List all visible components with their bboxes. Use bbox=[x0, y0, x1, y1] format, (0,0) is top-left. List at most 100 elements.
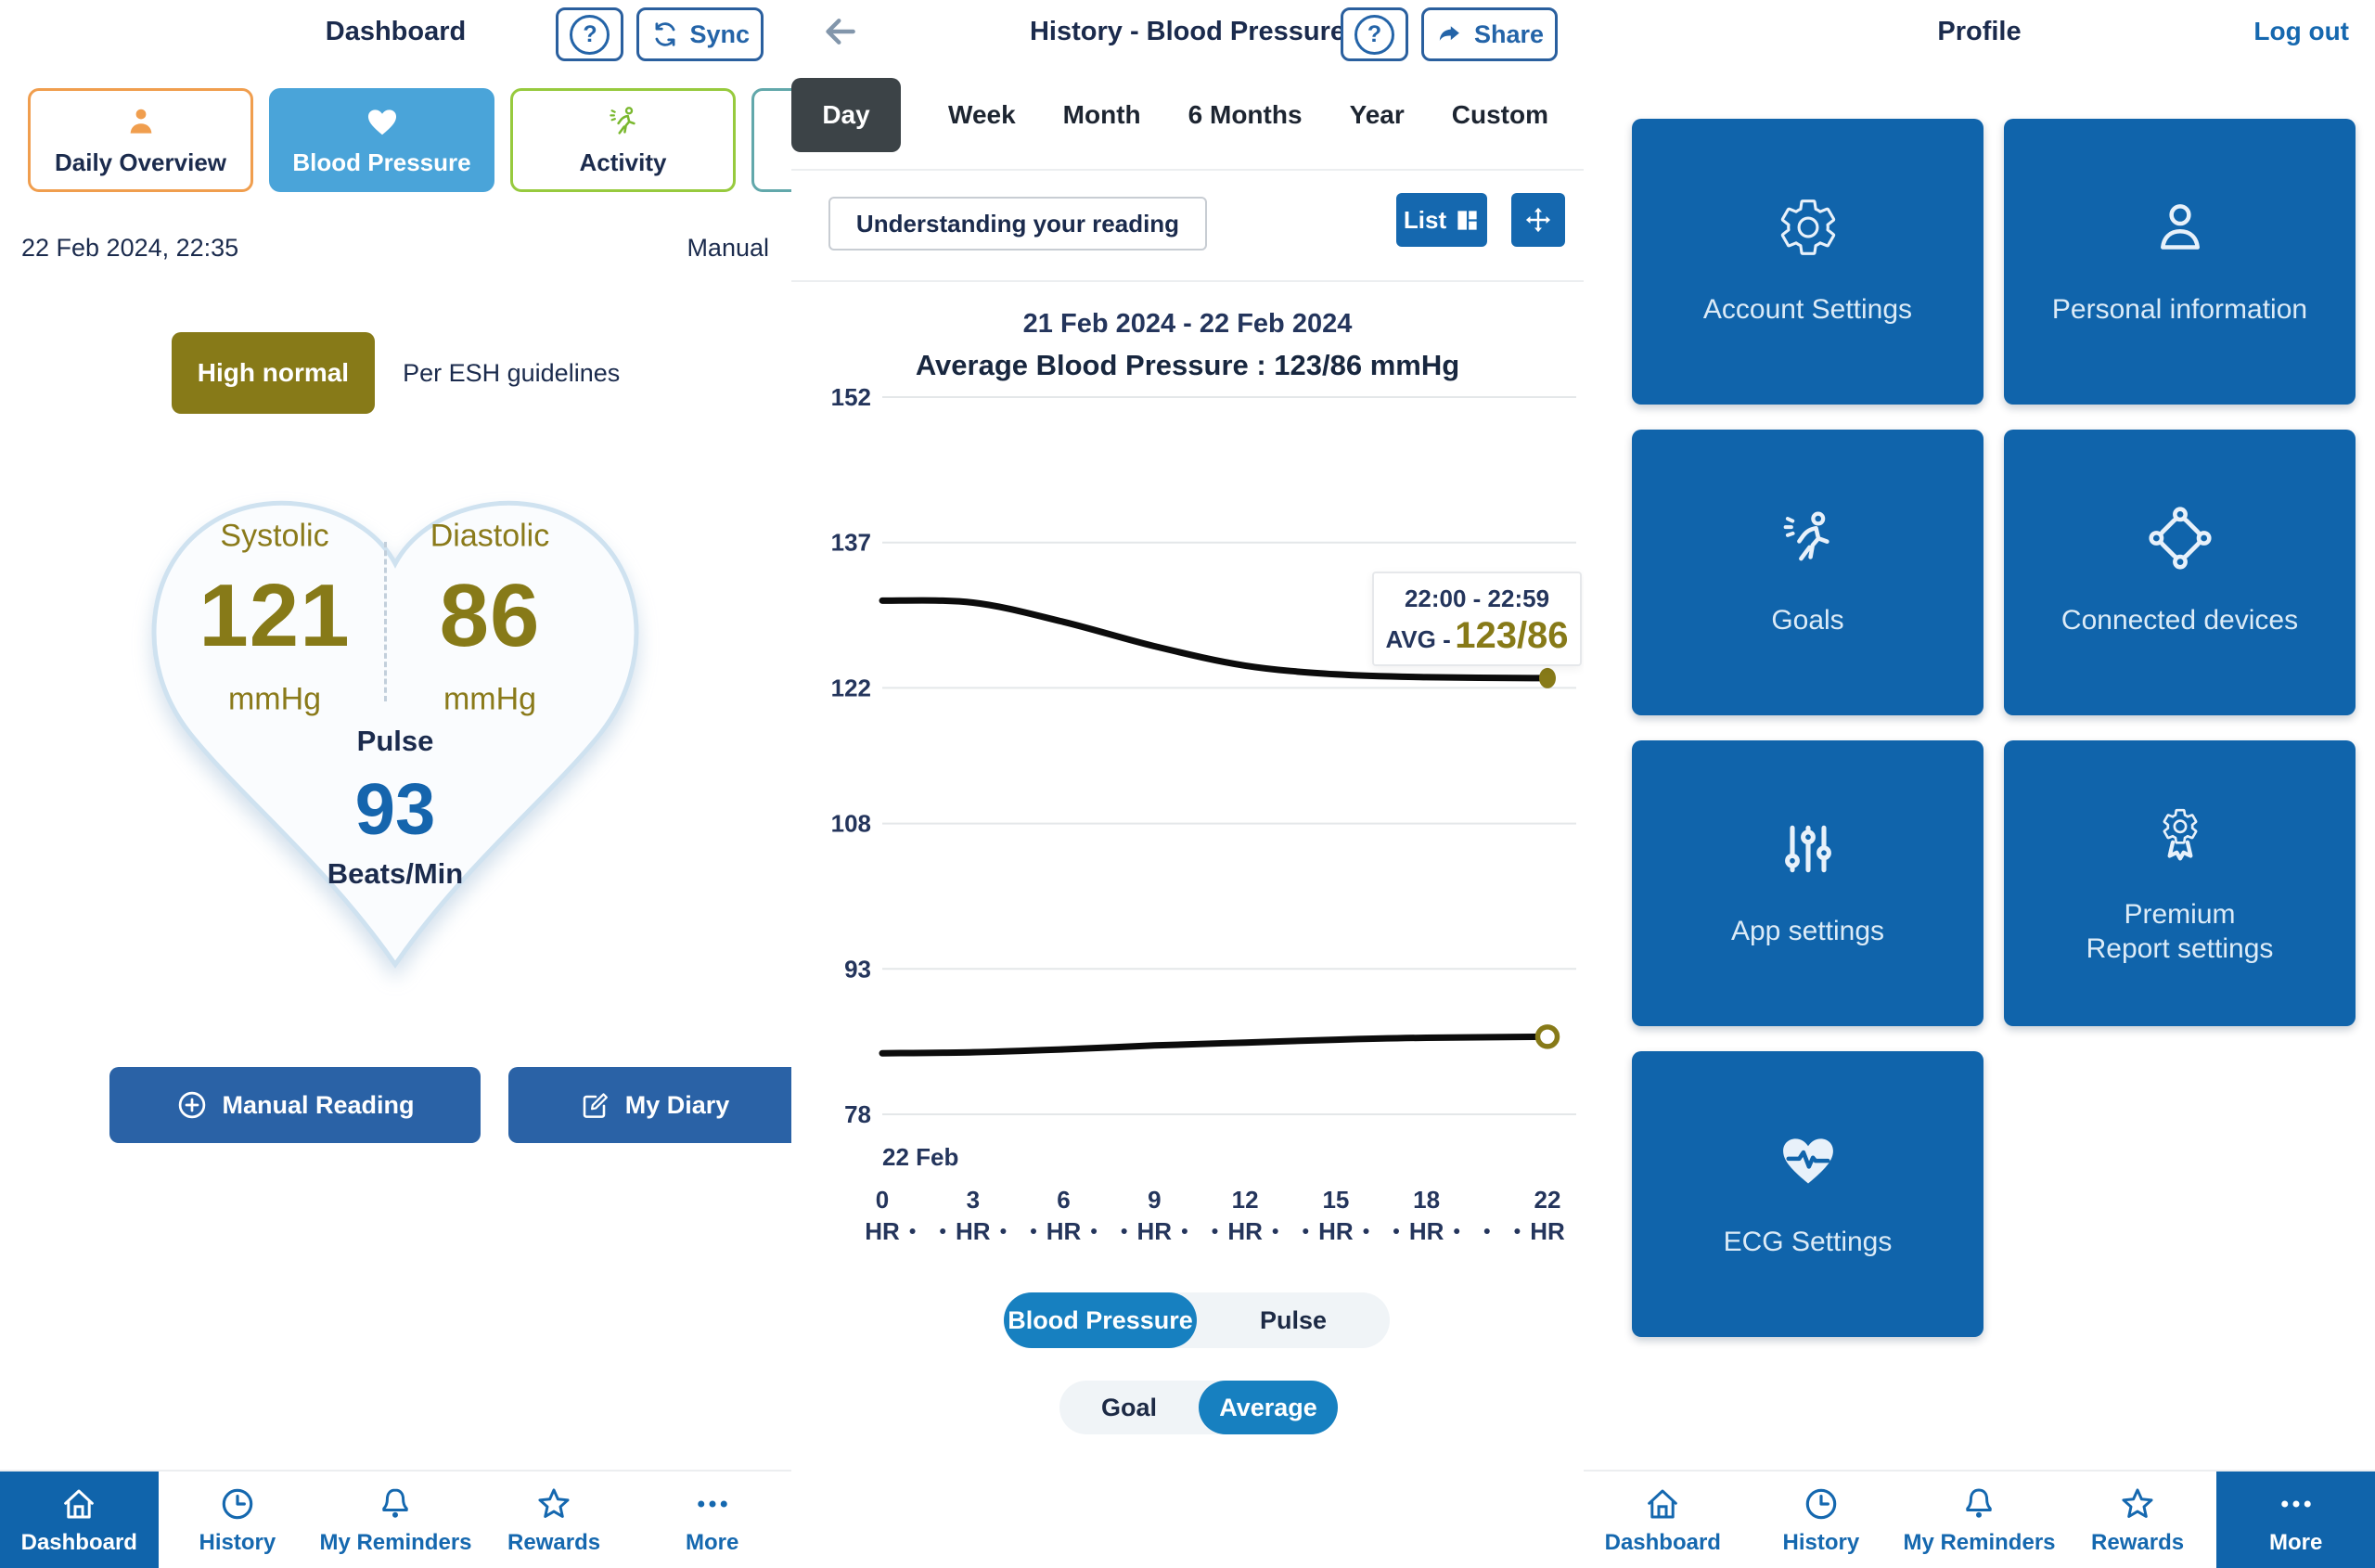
bell-icon bbox=[376, 1484, 415, 1523]
svg-text:3: 3 bbox=[967, 1186, 980, 1214]
nav-rewards[interactable]: Rewards bbox=[475, 1472, 634, 1568]
diastolic-unit: mmHg bbox=[443, 681, 537, 717]
range-tab-year[interactable]: Year bbox=[1349, 100, 1405, 129]
tile-account-settings[interactable]: Account Settings bbox=[1632, 119, 1983, 405]
range-tab-6months[interactable]: 6 Months bbox=[1188, 100, 1303, 129]
list-button-label: List bbox=[1403, 205, 1447, 234]
svg-text:HR: HR bbox=[1046, 1217, 1082, 1245]
svg-text:HR: HR bbox=[956, 1217, 991, 1245]
nav-more[interactable]: More bbox=[2216, 1472, 2375, 1568]
reading-datetime: 22 Feb 2024, 22:35 bbox=[21, 234, 239, 262]
nav-my-reminders[interactable]: My Reminders bbox=[1900, 1472, 2059, 1568]
svg-text:22: 22 bbox=[1534, 1186, 1561, 1214]
heart-icon bbox=[365, 104, 400, 139]
svg-text:93: 93 bbox=[844, 955, 871, 983]
divider bbox=[791, 169, 1584, 171]
svg-text:22 Feb: 22 Feb bbox=[882, 1143, 958, 1171]
toggle-average[interactable]: Average bbox=[1199, 1381, 1338, 1434]
page-title: Profile bbox=[1937, 17, 2022, 46]
svg-text:12: 12 bbox=[1232, 1186, 1259, 1214]
list-view-button[interactable]: List bbox=[1396, 193, 1487, 247]
dashboard-header-buttons: ? Sync bbox=[556, 7, 764, 61]
nav-dashboard[interactable]: Dashboard bbox=[0, 1472, 159, 1568]
tooltip-avg-label: AVG - bbox=[1385, 625, 1451, 653]
question-mark-icon: ? bbox=[570, 14, 610, 55]
pan-move-button[interactable] bbox=[1511, 193, 1565, 247]
help-button[interactable]: ? bbox=[556, 7, 624, 61]
pulse-unit: Beats/Min bbox=[327, 857, 464, 890]
ecg-heart-icon bbox=[1777, 1128, 1840, 1191]
nav-rewards[interactable]: Rewards bbox=[2059, 1472, 2217, 1568]
bell-icon bbox=[1959, 1484, 1998, 1523]
share-button-label: Share bbox=[1473, 19, 1544, 48]
gear-icon bbox=[1777, 196, 1840, 259]
star-icon bbox=[2118, 1484, 2157, 1523]
svg-text:152: 152 bbox=[831, 383, 871, 411]
svg-text:HR: HR bbox=[1409, 1217, 1444, 1245]
svg-text:18: 18 bbox=[1413, 1186, 1440, 1214]
svg-text:HR: HR bbox=[1318, 1217, 1354, 1245]
understanding-your-reading-button[interactable]: Understanding your reading bbox=[828, 197, 1207, 251]
svg-text:HR: HR bbox=[1227, 1217, 1263, 1245]
tile-ecg-settings[interactable]: ECG Settings bbox=[1632, 1051, 1983, 1337]
blood-pressure-heart-card: Systolic Diastolic 121 86 mmHg mmHg Puls… bbox=[126, 475, 664, 1004]
series-toggle: Blood Pressure Pulse bbox=[1004, 1292, 1390, 1348]
nav-history[interactable]: History bbox=[159, 1472, 317, 1568]
nav-history[interactable]: History bbox=[1742, 1472, 1901, 1568]
svg-text:108: 108 bbox=[831, 810, 871, 838]
sync-button[interactable]: Sync bbox=[636, 7, 764, 61]
tooltip-time-range: 22:00 - 22:59 bbox=[1404, 585, 1550, 612]
clock-icon bbox=[218, 1484, 257, 1523]
log-out-link[interactable]: Log out bbox=[2253, 17, 2349, 45]
tab-daily-overview[interactable]: Daily Overview bbox=[28, 88, 253, 192]
range-tab-week[interactable]: Week bbox=[948, 100, 1016, 129]
tile-premium-report-settings[interactable]: Premium Report settings bbox=[2004, 740, 2356, 1026]
nav-more[interactable]: More bbox=[633, 1472, 791, 1568]
toggle-pulse[interactable]: Pulse bbox=[1259, 1305, 1328, 1334]
range-tab-day[interactable]: Day bbox=[791, 78, 901, 152]
history-header-buttons: ? Share bbox=[1340, 7, 1558, 61]
chart-tooltip: 22:00 - 22:59 AVG - 123/86 bbox=[1372, 572, 1582, 666]
systolic-value: 121 bbox=[199, 566, 351, 665]
tile-personal-information[interactable]: Personal information bbox=[2004, 119, 2356, 405]
nav-dashboard[interactable]: Dashboard bbox=[1584, 1472, 1742, 1568]
tile-connected-devices[interactable]: Connected devices bbox=[2004, 430, 2356, 715]
profile-tiles: Account Settings Personal information Go… bbox=[1632, 119, 2356, 1337]
tab-activity[interactable]: Activity bbox=[510, 88, 736, 192]
tile-goals[interactable]: Goals bbox=[1632, 430, 1983, 715]
diastolic-label: Diastolic bbox=[430, 518, 550, 554]
svg-text:9: 9 bbox=[1148, 1186, 1161, 1214]
sliders-icon bbox=[1777, 817, 1840, 880]
tab-blood-pressure[interactable]: Blood Pressure bbox=[269, 88, 494, 192]
home-icon bbox=[1643, 1484, 1682, 1523]
manual-reading-button[interactable]: Manual Reading bbox=[109, 1067, 481, 1143]
action-buttons: Manual Reading My Diary bbox=[109, 1067, 791, 1143]
diastolic-value: 86 bbox=[439, 566, 541, 665]
edit-icon bbox=[579, 1088, 612, 1122]
home-icon bbox=[59, 1484, 98, 1523]
range-tab-month[interactable]: Month bbox=[1062, 100, 1141, 129]
ellipsis-icon bbox=[693, 1484, 732, 1523]
ellipsis-icon bbox=[2277, 1484, 2316, 1523]
person-icon bbox=[123, 104, 159, 139]
share-icon bbox=[1435, 19, 1465, 49]
history-panel: History - Blood Pressure ? Share Day Wee… bbox=[791, 0, 1584, 1568]
svg-text:HR: HR bbox=[1530, 1217, 1565, 1245]
question-mark-icon: ? bbox=[1354, 14, 1394, 55]
reading-source: Manual bbox=[687, 234, 769, 262]
runner-icon bbox=[1777, 507, 1840, 570]
nav-my-reminders[interactable]: My Reminders bbox=[316, 1472, 475, 1568]
my-diary-button[interactable]: My Diary bbox=[508, 1067, 791, 1143]
tile-app-settings[interactable]: App settings bbox=[1632, 740, 1983, 1026]
range-tab-custom[interactable]: Custom bbox=[1451, 100, 1548, 129]
overlay-toggle: Goal Average bbox=[1059, 1381, 1338, 1434]
pulse-label: Pulse bbox=[356, 725, 434, 757]
help-button[interactable]: ? bbox=[1340, 7, 1408, 61]
toggle-goal[interactable]: Goal bbox=[1100, 1393, 1157, 1421]
share-button[interactable]: Share bbox=[1420, 7, 1558, 61]
svg-text:6: 6 bbox=[1057, 1186, 1070, 1214]
profile-panel: Profile Log out Account Settings Persona… bbox=[1584, 0, 2375, 1568]
toggle-blood-pressure[interactable]: Blood Pressure bbox=[1004, 1292, 1197, 1348]
systolic-label: Systolic bbox=[220, 518, 329, 554]
tab-truncated[interactable] bbox=[751, 88, 791, 192]
